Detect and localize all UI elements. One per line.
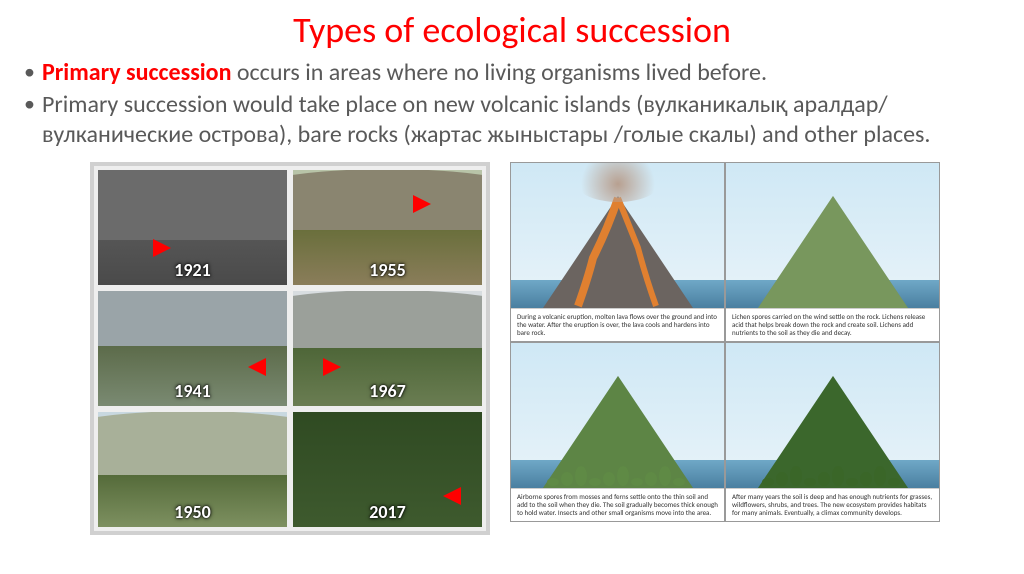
photo-year-label: 1941 bbox=[174, 380, 211, 402]
illus-cell: Lichen spores carried on the wind settle… bbox=[726, 163, 939, 341]
illus-art bbox=[726, 343, 939, 488]
volcano-icon bbox=[753, 368, 913, 488]
photo-cell: 1921 bbox=[98, 170, 287, 285]
bullet-rest: Primary succession would take place on n… bbox=[42, 90, 931, 149]
volcano-icon bbox=[538, 188, 698, 308]
succession-illustration-grid: During a volcanic eruption, molten lava … bbox=[510, 162, 940, 522]
volcano-icon bbox=[538, 368, 698, 488]
photo-year-label: 1921 bbox=[174, 259, 211, 281]
photo-year-label: 1955 bbox=[369, 259, 406, 281]
bullet-item: Primary succession occurs in areas where… bbox=[20, 58, 1004, 88]
bullet-list: Primary succession occurs in areas where… bbox=[0, 58, 1024, 150]
bullet-item: Primary succession would take place on n… bbox=[20, 90, 1004, 150]
illus-art bbox=[511, 163, 724, 308]
bullet-rest: occurs in areas where no living organism… bbox=[231, 58, 767, 87]
photo-year-label: 1967 bbox=[369, 380, 406, 402]
illus-cell: Airborne spores from mosses and ferns se… bbox=[511, 343, 724, 521]
pointer-arrow-icon bbox=[153, 239, 171, 257]
illus-art bbox=[726, 163, 939, 308]
photo-cell: 1955 bbox=[293, 170, 482, 285]
photo-timeline-grid: 1921 1955 1941 1967 1950 2017 bbox=[90, 162, 490, 535]
illus-caption: After many years the soil is deep and ha… bbox=[726, 488, 939, 521]
illus-cell: During a volcanic eruption, molten lava … bbox=[511, 163, 724, 341]
slide-title: Types of ecological succession bbox=[0, 0, 1024, 58]
illus-caption: Lichen spores carried on the wind settle… bbox=[726, 308, 939, 341]
bullet-emph: Primary succession bbox=[42, 58, 231, 87]
photo-cell: 2017 bbox=[293, 412, 482, 527]
illus-cell: After many years the soil is deep and ha… bbox=[726, 343, 939, 521]
illus-art bbox=[511, 343, 724, 488]
pointer-arrow-icon bbox=[413, 195, 431, 213]
pointer-arrow-icon bbox=[323, 358, 341, 376]
illus-caption: During a volcanic eruption, molten lava … bbox=[511, 308, 724, 341]
images-row: 1921 1955 1941 1967 1950 2017 During a v… bbox=[0, 152, 1024, 535]
photo-cell: 1967 bbox=[293, 291, 482, 406]
pointer-arrow-icon bbox=[248, 358, 266, 376]
photo-cell: 1950 bbox=[98, 412, 287, 527]
illus-caption: Airborne spores from mosses and ferns se… bbox=[511, 488, 724, 521]
slide-title-text: Types of ecological succession bbox=[293, 8, 731, 52]
photo-cell: 1941 bbox=[98, 291, 287, 406]
photo-year-label: 1950 bbox=[174, 501, 211, 523]
pointer-arrow-icon bbox=[443, 487, 461, 505]
photo-year-label: 2017 bbox=[369, 501, 406, 523]
volcano-icon bbox=[753, 188, 913, 308]
